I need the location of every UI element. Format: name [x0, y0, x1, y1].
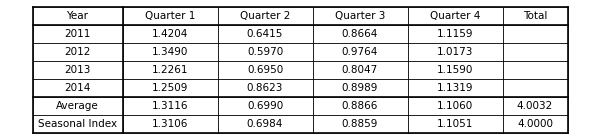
Bar	[122, 79, 218, 97]
Text: 2011: 2011	[64, 29, 91, 39]
Text: 0.8664: 0.8664	[342, 29, 378, 39]
Text: 0.8866: 0.8866	[342, 101, 378, 111]
Bar	[313, 79, 407, 97]
Text: 1.4204: 1.4204	[152, 29, 188, 39]
Bar	[122, 61, 218, 79]
Bar	[218, 115, 313, 133]
Bar	[503, 79, 568, 97]
Text: Quarter 4: Quarter 4	[430, 11, 480, 21]
Bar	[218, 7, 313, 25]
Text: 0.8989: 0.8989	[342, 83, 378, 93]
Text: Average: Average	[56, 101, 99, 111]
Bar	[503, 43, 568, 61]
Bar	[407, 25, 503, 43]
Bar	[32, 79, 122, 97]
Text: Quarter 2: Quarter 2	[240, 11, 290, 21]
Bar	[503, 115, 568, 133]
Text: 1.0173: 1.0173	[437, 47, 473, 57]
Bar	[313, 97, 407, 115]
Bar	[122, 43, 218, 61]
Text: 2013: 2013	[64, 65, 91, 75]
Text: 4.0032: 4.0032	[517, 101, 553, 111]
Bar	[503, 7, 568, 25]
Bar	[218, 79, 313, 97]
Bar	[32, 43, 122, 61]
Text: 1.2261: 1.2261	[152, 65, 188, 75]
Bar	[32, 7, 122, 25]
Bar	[313, 115, 407, 133]
Bar	[122, 115, 218, 133]
Bar	[407, 61, 503, 79]
Bar	[313, 25, 407, 43]
Bar	[313, 61, 407, 79]
Bar	[407, 97, 503, 115]
Text: 1.1159: 1.1159	[437, 29, 473, 39]
Text: 1.1319: 1.1319	[437, 83, 473, 93]
Text: 1.2509: 1.2509	[152, 83, 188, 93]
Text: 1.3490: 1.3490	[152, 47, 188, 57]
Text: 1.3106: 1.3106	[152, 119, 188, 129]
Bar	[32, 61, 122, 79]
Text: 0.5970: 0.5970	[247, 47, 283, 57]
Bar	[218, 61, 313, 79]
Bar	[407, 43, 503, 61]
Bar	[32, 25, 122, 43]
Text: 0.6990: 0.6990	[247, 101, 283, 111]
Text: 0.8047: 0.8047	[342, 65, 378, 75]
Bar	[503, 97, 568, 115]
Bar	[407, 79, 503, 97]
Bar	[122, 7, 218, 25]
Text: 0.9764: 0.9764	[342, 47, 378, 57]
Bar	[218, 43, 313, 61]
Text: 0.8859: 0.8859	[342, 119, 378, 129]
Bar	[122, 97, 218, 115]
Bar	[32, 115, 122, 133]
Text: 1.1590: 1.1590	[437, 65, 473, 75]
Bar	[218, 97, 313, 115]
Text: 1.3116: 1.3116	[152, 101, 188, 111]
Bar	[503, 25, 568, 43]
Text: Seasonal Index: Seasonal Index	[38, 119, 117, 129]
Text: 0.8623: 0.8623	[247, 83, 283, 93]
Text: 0.6415: 0.6415	[247, 29, 283, 39]
Text: 1.1051: 1.1051	[437, 119, 473, 129]
Bar	[218, 25, 313, 43]
Text: Quarter 1: Quarter 1	[145, 11, 195, 21]
Text: Quarter 3: Quarter 3	[335, 11, 385, 21]
Bar	[503, 61, 568, 79]
Bar	[313, 7, 407, 25]
Text: 2012: 2012	[64, 47, 91, 57]
Bar	[122, 25, 218, 43]
Text: 1.1060: 1.1060	[437, 101, 473, 111]
Text: 0.6984: 0.6984	[247, 119, 283, 129]
Text: 4.0000: 4.0000	[517, 119, 553, 129]
Text: 0.6950: 0.6950	[247, 65, 283, 75]
Bar	[407, 115, 503, 133]
Bar	[407, 7, 503, 25]
Text: Year: Year	[67, 11, 89, 21]
Text: 2014: 2014	[64, 83, 91, 93]
Bar	[32, 97, 122, 115]
Text: Total: Total	[523, 11, 547, 21]
Bar	[313, 43, 407, 61]
